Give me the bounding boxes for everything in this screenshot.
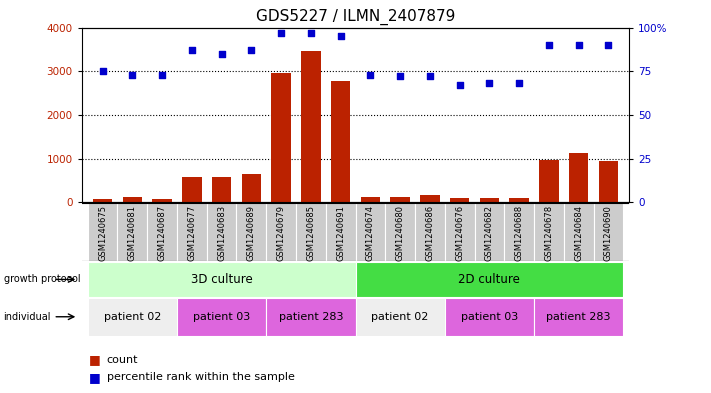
Point [127, 72, 138, 78]
Text: growth protocol: growth protocol [4, 274, 80, 285]
Bar [356, 203, 385, 261]
Point [156, 72, 168, 78]
Bar [450, 198, 469, 202]
Text: GSM1240681: GSM1240681 [128, 205, 137, 261]
Text: GSM1240676: GSM1240676 [455, 205, 464, 261]
Bar [207, 203, 237, 261]
Text: individual: individual [4, 312, 51, 322]
Text: count: count [107, 354, 138, 365]
Bar [385, 203, 415, 261]
Text: patient 02: patient 02 [104, 312, 161, 322]
Text: GSM1240686: GSM1240686 [425, 205, 434, 261]
Bar [356, 298, 445, 336]
Bar [331, 81, 351, 202]
Bar [390, 197, 410, 202]
Point [424, 73, 436, 80]
Bar [326, 203, 356, 261]
Bar [356, 262, 624, 297]
Bar [474, 203, 504, 261]
Bar [266, 298, 356, 336]
Bar [510, 198, 529, 202]
Bar [177, 298, 266, 336]
Bar [480, 198, 499, 202]
Text: 2D culture: 2D culture [459, 273, 520, 286]
Text: patient 03: patient 03 [461, 312, 518, 322]
Text: GSM1240691: GSM1240691 [336, 205, 345, 261]
Bar [272, 73, 291, 202]
Text: ■: ■ [89, 353, 101, 366]
Text: patient 03: patient 03 [193, 312, 250, 322]
Point [305, 29, 316, 36]
Bar [569, 153, 588, 202]
Point [483, 80, 495, 86]
Point [246, 47, 257, 53]
Point [454, 82, 465, 88]
Text: patient 283: patient 283 [279, 312, 343, 322]
Text: ■: ■ [89, 371, 101, 384]
Bar [93, 199, 112, 202]
Text: percentile rank within the sample: percentile rank within the sample [107, 372, 294, 382]
Text: GSM1240677: GSM1240677 [188, 205, 196, 261]
Bar [415, 203, 445, 261]
Bar [117, 203, 147, 261]
Point [395, 73, 406, 80]
Bar [539, 160, 559, 202]
Bar [182, 178, 201, 202]
Text: GSM1240689: GSM1240689 [247, 205, 256, 261]
Bar [212, 176, 231, 202]
Point [335, 33, 346, 39]
Text: GSM1240678: GSM1240678 [545, 205, 553, 261]
Point [513, 80, 525, 86]
Bar [177, 203, 207, 261]
Bar [594, 203, 624, 261]
Bar [504, 203, 534, 261]
Bar [534, 298, 624, 336]
Bar [301, 51, 321, 202]
Bar [296, 203, 326, 261]
Bar [266, 203, 296, 261]
Bar [242, 174, 261, 202]
Bar [152, 199, 172, 202]
Bar [445, 298, 534, 336]
Point [603, 42, 614, 48]
Bar [564, 203, 594, 261]
Bar [87, 262, 356, 297]
Text: patient 02: patient 02 [371, 312, 429, 322]
Point [573, 42, 584, 48]
Text: GSM1240680: GSM1240680 [395, 205, 405, 261]
Point [543, 42, 555, 48]
Text: 3D culture: 3D culture [191, 273, 252, 286]
Bar [87, 203, 117, 261]
Bar [360, 197, 380, 202]
Text: GSM1240688: GSM1240688 [515, 205, 523, 261]
Title: GDS5227 / ILMN_2407879: GDS5227 / ILMN_2407879 [256, 9, 455, 25]
Point [216, 51, 228, 57]
Point [186, 47, 198, 53]
Text: GSM1240687: GSM1240687 [158, 205, 166, 261]
Text: GSM1240683: GSM1240683 [217, 205, 226, 261]
Bar [147, 203, 177, 261]
Text: GSM1240675: GSM1240675 [98, 205, 107, 261]
Point [365, 72, 376, 78]
Point [275, 29, 287, 36]
Text: GSM1240684: GSM1240684 [574, 205, 583, 261]
Text: GSM1240682: GSM1240682 [485, 205, 494, 261]
Text: GSM1240690: GSM1240690 [604, 205, 613, 261]
Text: GSM1240674: GSM1240674 [366, 205, 375, 261]
Bar [237, 203, 266, 261]
Bar [599, 161, 618, 202]
Bar [534, 203, 564, 261]
Text: patient 283: patient 283 [547, 312, 611, 322]
Point [97, 68, 108, 74]
Bar [87, 298, 177, 336]
Text: GSM1240685: GSM1240685 [306, 205, 316, 261]
Bar [123, 197, 142, 202]
Text: GSM1240679: GSM1240679 [277, 205, 286, 261]
Bar [445, 203, 474, 261]
Bar [420, 195, 439, 202]
